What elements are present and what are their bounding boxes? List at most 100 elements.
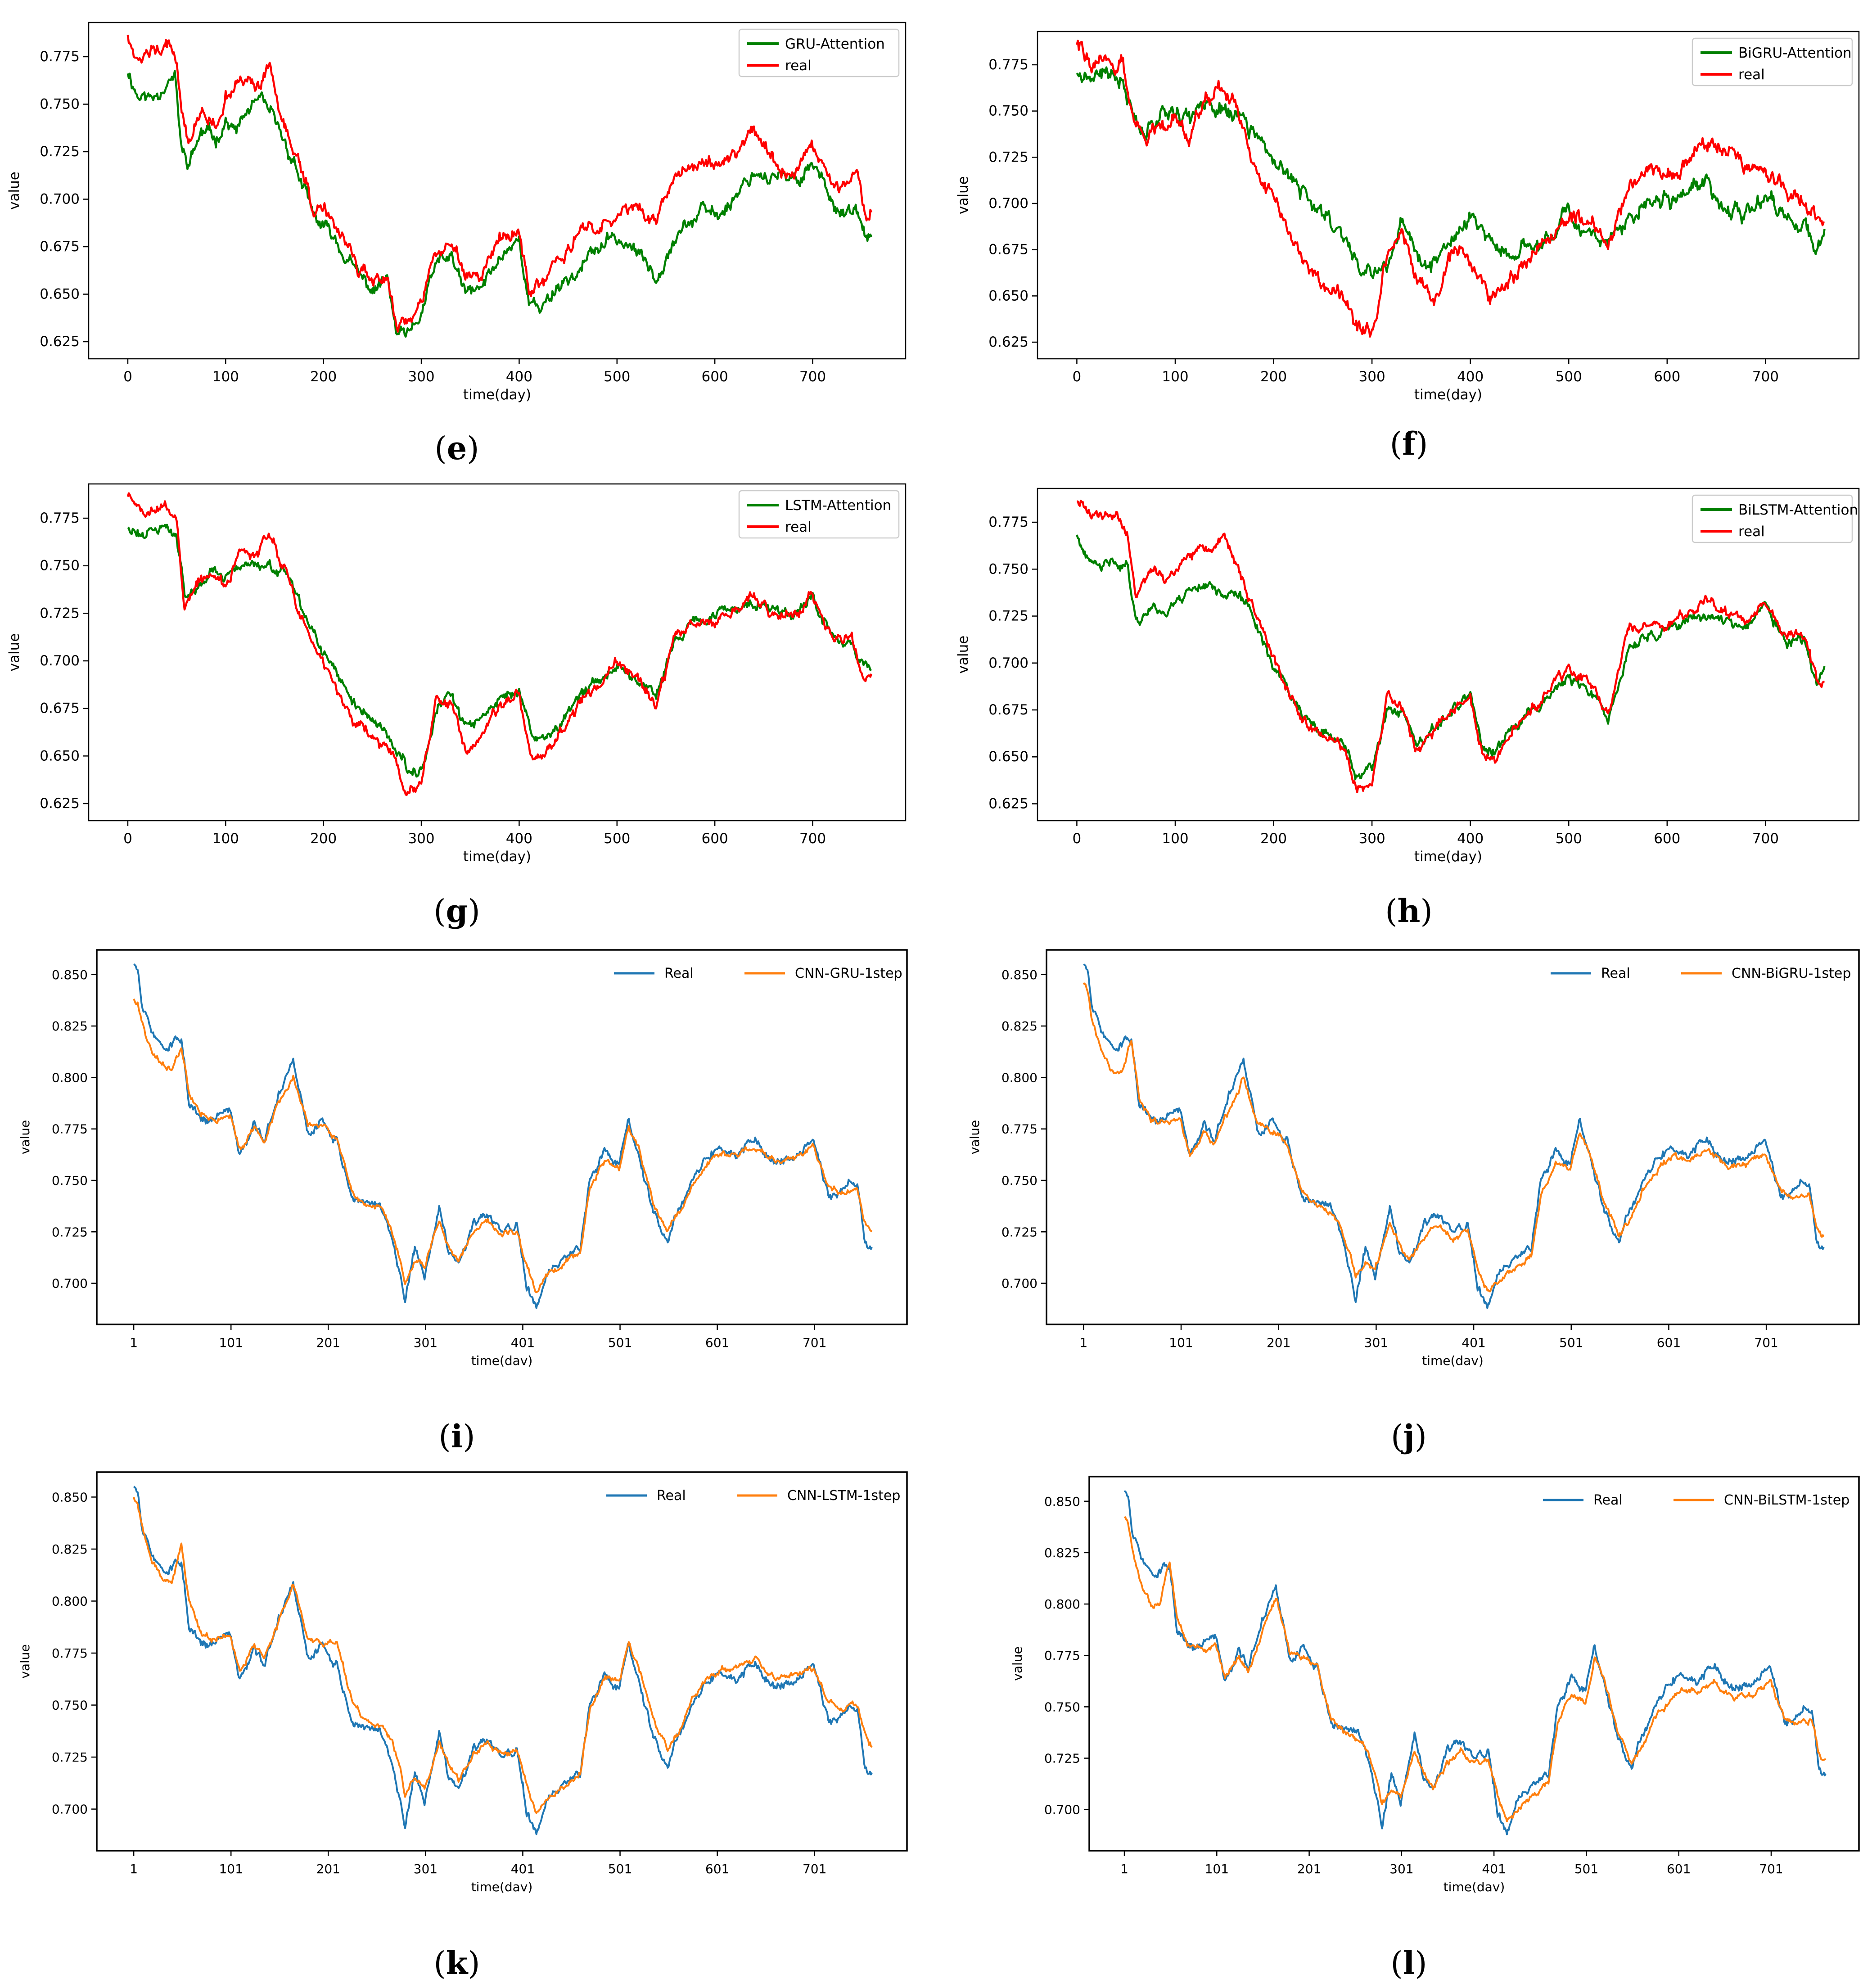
y-tick-label-e: 0.675	[40, 239, 80, 255]
x-tick-label-i: 101	[219, 1335, 243, 1350]
x-tick-label-h: 400	[1457, 831, 1484, 847]
y-tick-label-k: 0.850	[52, 1490, 88, 1505]
x-tick-label-k: 601	[705, 1861, 729, 1876]
x-tick-label-i: 401	[511, 1335, 535, 1350]
x-tick-label-e: 400	[506, 369, 532, 385]
y-tick-label-l: 0.800	[1044, 1597, 1080, 1612]
y-tick-label-j: 0.800	[1001, 1070, 1037, 1085]
y-tick-label-h: 0.675	[988, 702, 1028, 718]
y-tick-label-j: 0.850	[1001, 967, 1037, 982]
x-tick-label-j: 201	[1267, 1335, 1290, 1350]
panel-label-l: (l)	[1390, 1944, 1427, 1982]
chart-j: 1 101 201 301 401 501 601 701 0.700 0.725 0.750 0.7…	[967, 949, 1860, 1455]
x-tick-label-h: 200	[1260, 831, 1287, 847]
x-tick-label-f: 0	[1073, 369, 1082, 385]
y-axis-label-h: value	[955, 636, 971, 674]
x-tick-label-l: 501	[1574, 1861, 1598, 1876]
y-tick-label-f: 0.750	[988, 103, 1028, 119]
x-tick-label-i: 601	[705, 1335, 729, 1350]
x-tick-label-l: 101	[1205, 1861, 1229, 1876]
x-axis-label-i: time(dav)	[471, 1353, 533, 1368]
x-tick-label-l: 701	[1759, 1861, 1783, 1876]
y-tick-label-g: 0.725	[40, 605, 80, 621]
panel-label-e: (e)	[434, 429, 479, 467]
y-tick-label-f: 0.775	[988, 57, 1028, 73]
x-tick-label-h: 600	[1654, 831, 1680, 847]
x-tick-label-k: 701	[803, 1861, 826, 1876]
legend-label-k-1: CNN-LSTM-1step	[787, 1488, 900, 1504]
x-tick-label-h: 0	[1073, 831, 1082, 847]
legend-label-f-0: BiGRU-Attention	[1738, 45, 1852, 61]
series-line-h-1	[1077, 499, 1825, 794]
y-tick-label-j: 0.825	[1001, 1019, 1037, 1034]
y-tick-label-i: 0.750	[52, 1173, 88, 1188]
y-tick-label-l: 0.850	[1044, 1494, 1080, 1509]
x-tick-label-l: 201	[1297, 1861, 1321, 1876]
plot-frame-e	[88, 22, 907, 360]
x-tick-label-f: 600	[1654, 369, 1680, 385]
y-tick-label-h: 0.725	[988, 608, 1028, 624]
y-tick-label-f: 0.650	[988, 288, 1028, 304]
y-tick-label-f: 0.700	[988, 195, 1028, 212]
x-tick-label-g: 500	[604, 831, 630, 847]
x-tick-label-j: 301	[1364, 1335, 1388, 1350]
x-tick-label-k: 1	[130, 1861, 138, 1876]
x-tick-label-e: 100	[212, 369, 239, 385]
x-tick-label-l: 401	[1482, 1861, 1506, 1876]
x-tick-label-k: 101	[219, 1861, 243, 1876]
series-line-g-0	[127, 524, 872, 778]
legend-box-e	[738, 28, 900, 77]
y-tick-label-i: 0.775	[52, 1122, 88, 1137]
y-tick-label-k: 0.775	[52, 1646, 88, 1661]
chart-i: 1 101 201 301 401 501 601 701 0.700 0.725 0.750 0.7…	[18, 949, 908, 1455]
x-tick-label-i: 1	[130, 1335, 138, 1350]
chart-e: 0 100 200 300 400 500 600 700 0.625 0.650 0.675 0.7…	[6, 22, 907, 467]
panel-label-h: (h)	[1385, 892, 1433, 930]
series-line-f-1	[1076, 40, 1825, 338]
x-tick-label-k: 301	[414, 1861, 438, 1876]
y-tick-label-h: 0.775	[988, 514, 1028, 530]
series-line-e-1	[126, 35, 872, 333]
x-tick-label-e: 300	[408, 369, 434, 385]
legend-label-f-1: real	[1738, 67, 1765, 83]
y-tick-label-l: 0.700	[1044, 1803, 1080, 1817]
x-tick-label-g: 0	[123, 831, 132, 847]
x-tick-label-e: 700	[799, 369, 826, 385]
series-line-j-0	[1083, 963, 1825, 1309]
x-tick-label-j: 401	[1462, 1335, 1485, 1350]
x-axis-label-g: time(day)	[463, 849, 531, 865]
y-tick-label-k: 0.825	[52, 1542, 88, 1557]
plot-frame-h	[1037, 488, 1860, 822]
y-tick-label-i: 0.725	[52, 1224, 88, 1239]
y-tick-label-g: 0.650	[40, 748, 80, 764]
y-tick-label-k: 0.800	[52, 1594, 88, 1608]
legend-label-g-0: LSTM-Attention	[785, 497, 891, 514]
x-tick-label-g: 200	[310, 831, 337, 847]
legend-label-j-1: CNN-BiGRU-1step	[1732, 966, 1851, 981]
x-tick-label-i: 301	[414, 1335, 438, 1350]
series-line-k-0	[133, 1486, 873, 1835]
y-tick-label-f: 0.725	[988, 149, 1028, 165]
x-tick-label-j: 501	[1559, 1335, 1583, 1350]
legend-label-j-0: Real	[1601, 966, 1630, 981]
y-tick-label-j: 0.725	[1001, 1224, 1037, 1239]
y-tick-label-i: 0.850	[52, 967, 88, 982]
y-tick-label-i: 0.825	[52, 1019, 88, 1034]
x-axis-label-j: time(dav)	[1422, 1353, 1484, 1368]
x-tick-label-l: 601	[1667, 1861, 1691, 1876]
x-tick-label-g: 100	[212, 831, 239, 847]
y-tick-label-i: 0.700	[52, 1276, 88, 1291]
series-line-e-0	[126, 70, 872, 338]
series-line-i-0	[133, 963, 873, 1309]
x-tick-label-h: 300	[1359, 831, 1385, 847]
y-tick-label-h: 0.625	[988, 795, 1028, 812]
panel-label-i: (i)	[438, 1418, 475, 1455]
y-tick-label-e: 0.650	[40, 286, 80, 303]
y-tick-label-k: 0.750	[52, 1698, 88, 1713]
legend-label-e-0: GRU-Attention	[785, 36, 885, 52]
x-tick-label-i: 201	[316, 1335, 340, 1350]
x-tick-label-f: 500	[1556, 369, 1582, 385]
x-tick-label-g: 700	[799, 831, 826, 847]
y-axis-label-l: value	[1010, 1646, 1025, 1681]
